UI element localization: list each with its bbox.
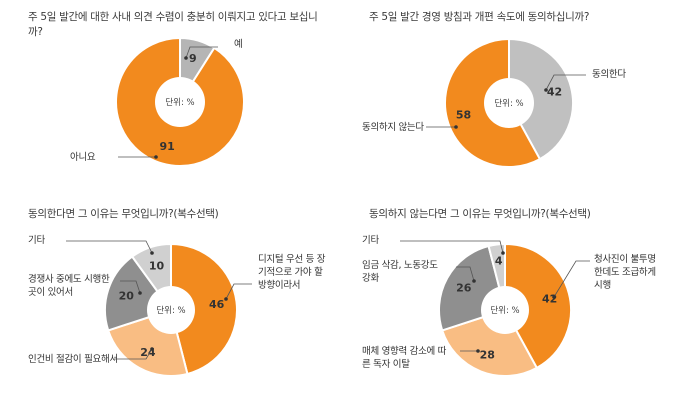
chart-4-leader-dot-4 [501,251,505,255]
chart-4-value-label-4: 4 [495,254,503,267]
chart-4-value-label-1: 42 [542,293,557,306]
chart-3-unit-label: 단위: % [156,305,185,316]
chart-4-center-hole [481,286,529,334]
chart-2-legend-agree: 동의한다 [592,69,626,80]
chart-3-value-label-2: 24 [140,346,156,359]
chart-4-legend-blueprint: 청사진이 불투명한데도 조급하게 시행 [594,254,656,291]
chart-2-leader-dot-2 [454,125,458,129]
chart-panel-3: 동의한다면 그 이유는 무엇입니까?(복수선택) 46 24 20 10 단위: % 디… [0,201,340,402]
chart-2-title: 주 5일 발간 경영 방침과 개편 속도에 동의하십니까? [369,11,590,23]
chart-2-leader-line-1 [545,74,586,91]
chart-4-value-label-3: 26 [456,281,472,294]
chart-3-donut: 46 24 20 10 단위: % [66,240,252,377]
chart-2-legend-disagree: 동의하지 않는다 [362,122,424,133]
chart-3-value-label-1: 46 [209,298,225,311]
chart-4-legend-wage: 임금 삭감, 노동강도 강화 [362,260,438,284]
chart-3-leader-line-2 [114,348,153,360]
chart-4-donut: 42 28 26 4 단위: % [400,240,590,377]
chart-3-leader-dot-3 [138,291,142,295]
chart-panel-4: 동의하지 않는다면 그 이유는 무엇입니까?(복수선택) 42 28 26 4 단위: … [340,201,680,402]
chart-4-legend-influence: 매체 영향력 감소에 따른 독자 이탈 [362,346,447,370]
chart-4-value-label-2: 28 [480,349,495,362]
chart-4-leader-line-4 [400,240,504,254]
chart-3-value-label-3: 20 [119,290,135,303]
chart-1-leader-dot-1 [184,56,188,60]
chart-2-leader-dot-1 [544,88,548,92]
chart-3-leader-dot-1 [224,297,228,301]
chart-3-leader-line-4 [66,240,153,254]
chart-3-legend-labor-cost: 인건비 절감이 필요해서 [28,354,118,365]
chart-4-leader-dot-1 [552,295,556,299]
chart-2-value-label-2: 58 [456,109,471,122]
chart-1-donut: 9 91 단위: % [115,36,245,167]
chart-1-legend-yes: 예 [234,39,243,50]
chart-3-legend-digital: 디지털 우선 등 장기적으로 가야 할 방향이라서 [258,254,326,291]
chart-3-leader-line-1 [225,283,252,300]
chart-4-leader-dot-3 [472,279,476,283]
chart-1-center-hole [155,77,205,127]
chart-4-leader-line-3 [456,266,475,282]
chart-3-slice-1 [170,242,238,376]
chart-3-leader-dot-2 [150,347,154,351]
chart-2-unit-label: 단위: % [494,98,523,109]
chart-3-leader-line-3 [120,280,141,294]
chart-3-leader-dot-4 [150,251,154,255]
chart-3-value-label-4: 10 [149,259,165,272]
chart-2-donut: 42 58 단위: % [426,37,586,168]
chart-3-title: 동의한다면 그 이유는 무엇입니까?(복수선택) [28,208,219,220]
chart-panel-1: 주 5일 발간에 대한 사내 의견 수렴이 충분히 이뤄지고 있다고 보십니까?… [0,0,340,201]
chart-1-legend-no: 아니요 [70,152,96,163]
chart-1-unit-label: 단위: % [165,97,194,108]
chart-2-value-label-1: 42 [547,85,562,98]
chart-1-leader-line-1 [185,46,218,59]
chart-4-title: 동의하지 않는다면 그 이유는 무엇입니까?(복수선택) [369,208,591,220]
chart-1-title: 주 5일 발간에 대한 사내 의견 수렴이 충분히 이뤄지고 있다고 보십니까? [28,11,318,38]
chart-panel-2: 주 5일 발간 경영 방침과 개편 속도에 동의하십니까? 42 58 단위: % … [340,0,680,201]
chart-4-legend-other: 기타 [362,235,379,246]
chart-1-value-label-2: 91 [160,140,175,153]
chart-3-legend-competitor: 경쟁사 중에도 시행한 곳이 있어서 [28,274,110,298]
chart-1-value-label-1: 9 [189,52,197,65]
chart-1-leader-dot-2 [154,155,158,159]
chart-4-slice-1 [504,242,572,370]
chart-2-slice-1 [508,37,574,161]
chart-3-center-hole [147,286,195,334]
chart-4-leader-line-1 [553,260,590,298]
chart-2-center-hole [484,78,534,128]
chart-4-unit-label: 단위: % [490,305,519,316]
chart-3-legend-other: 기타 [28,235,45,246]
chart-4-leader-dot-2 [476,349,480,353]
